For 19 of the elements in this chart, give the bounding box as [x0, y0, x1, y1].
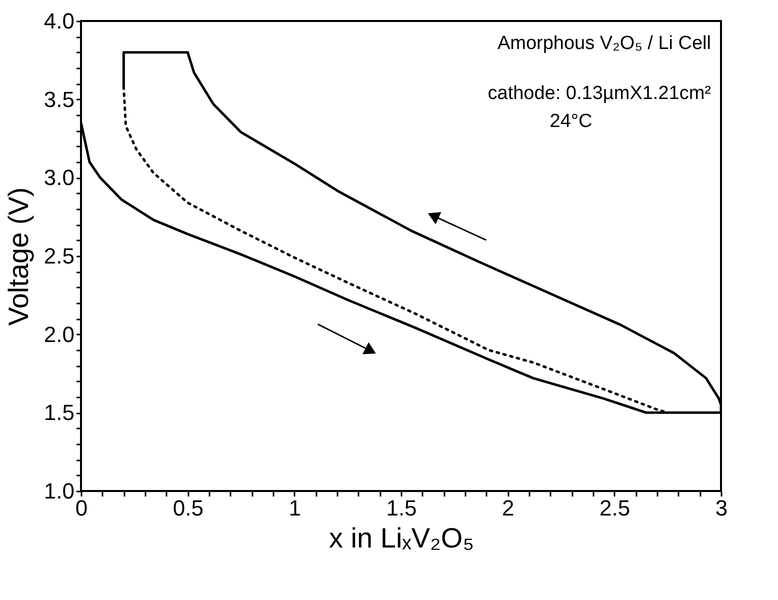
x-tick-label: 3: [715, 496, 728, 520]
y-tick-label: 4.0: [44, 8, 74, 34]
x-tick-label: 0: [75, 496, 88, 520]
annotation: Amorphous V₂O₅ / Li Cell: [497, 33, 711, 54]
y-tick-label: 1.0: [44, 478, 74, 504]
x-tick-label: 2.5: [600, 496, 630, 520]
annotation: 24°C: [550, 111, 592, 132]
y-tick-label: 2.0: [44, 322, 74, 347]
x-tick-label: 1: [288, 496, 301, 520]
x-tick-label: 1.5: [386, 496, 417, 520]
y-tick-label: 1.5: [44, 400, 74, 426]
x-tick-label: 2: [502, 496, 514, 520]
y-tick-label: 3.0: [44, 165, 74, 190]
y-tick-label: 2.5: [44, 244, 74, 268]
y-tick-label: 3.5: [44, 86, 74, 112]
y-axis-title: Voltage (V): [2, 187, 34, 326]
x-tick-label: 0.5: [172, 496, 204, 520]
annotation: cathode: 0.13µmX1.21cm²: [488, 83, 711, 104]
x-axis-title: x in LiₓV₂O₅: [329, 522, 474, 554]
